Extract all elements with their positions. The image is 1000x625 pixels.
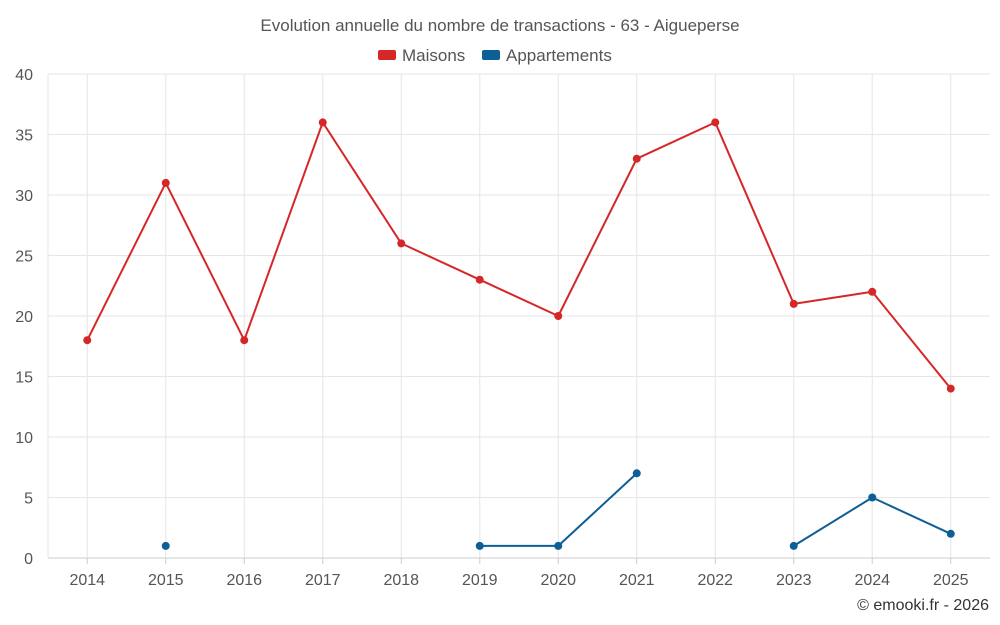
x-tick-label: 2021 (619, 572, 655, 589)
x-tick-label: 2015 (148, 572, 184, 589)
legend-swatch-appartements (482, 50, 500, 60)
data-point-maisons[interactable] (946, 384, 955, 393)
x-tick-label: 2019 (462, 572, 498, 589)
x-tick-label: 2017 (305, 572, 341, 589)
legend-label-maisons: Maisons (402, 46, 465, 65)
y-tick-label: 20 (15, 309, 33, 326)
y-tick-label: 5 (24, 491, 33, 508)
legend-item-appartements[interactable]: Appartements (482, 46, 612, 65)
x-tick-label: 2025 (933, 572, 969, 589)
legend-swatch-maisons (378, 50, 396, 60)
data-point-maisons[interactable] (161, 178, 170, 187)
y-tick-label: 30 (15, 188, 33, 205)
data-point-maisons[interactable] (475, 275, 484, 284)
x-tick-label: 2014 (69, 572, 105, 589)
x-tick-label: 2022 (697, 572, 733, 589)
y-tick-label: 0 (24, 551, 33, 568)
chart-title: Evolution annuelle du nombre de transact… (260, 16, 739, 35)
data-point-maisons[interactable] (711, 118, 720, 127)
data-point-maisons[interactable] (632, 154, 641, 163)
x-tick-label: 2023 (776, 572, 812, 589)
data-point-appartements[interactable] (632, 469, 641, 478)
data-point-appartements[interactable] (946, 529, 955, 538)
series-appartements (161, 469, 955, 550)
y-tick-label: 35 (15, 128, 33, 145)
series (83, 118, 955, 550)
data-point-maisons[interactable] (789, 299, 798, 308)
data-point-appartements[interactable] (161, 541, 170, 550)
data-point-maisons[interactable] (318, 118, 327, 127)
data-point-maisons[interactable] (554, 312, 563, 320)
data-point-appartements[interactable] (868, 493, 877, 502)
y-tick-label: 40 (15, 67, 33, 84)
data-point-appartements[interactable] (554, 541, 563, 550)
x-tick-label: 2018 (383, 572, 419, 589)
legend-item-maisons[interactable]: Maisons (378, 46, 465, 65)
credit-text: © emooki.fr - 2026 (857, 597, 989, 614)
x-tick-label: 2016 (226, 572, 262, 589)
data-point-maisons[interactable] (397, 239, 406, 248)
gridlines (47, 73, 990, 558)
x-tick-label: 2020 (540, 572, 576, 589)
y-tick-label: 10 (15, 430, 33, 447)
data-point-maisons[interactable] (240, 336, 249, 345)
y-tick-label: 25 (15, 249, 33, 266)
data-point-appartements[interactable] (789, 541, 798, 550)
data-point-appartements[interactable] (475, 541, 484, 550)
legend: Maisons Appartements (378, 46, 612, 65)
data-point-maisons[interactable] (83, 336, 92, 345)
series-line-maisons (86, 121, 952, 390)
series-maisons (83, 118, 955, 393)
y-tick-label: 15 (15, 370, 33, 387)
x-tick-label: 2024 (854, 572, 890, 589)
legend-label-appartements: Appartements (506, 46, 612, 65)
data-point-maisons[interactable] (868, 287, 877, 296)
